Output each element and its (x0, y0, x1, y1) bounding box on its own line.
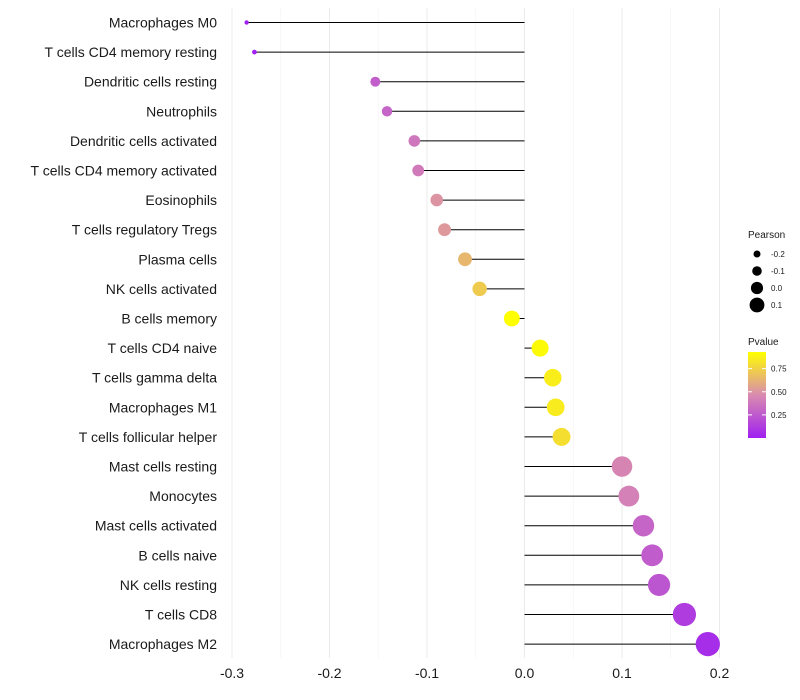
category-label-0: Macrophages M0 (109, 15, 217, 31)
dot-2 (370, 76, 381, 87)
category-label-21: Macrophages M2 (109, 636, 217, 652)
dot-0 (244, 20, 249, 25)
pvalue-legend-label-1: 0.50 (771, 388, 787, 397)
lollipop-stems (246, 22, 708, 645)
pearson-legend-dot-2 (750, 281, 764, 295)
category-label-3: Neutrophils (146, 103, 217, 119)
x-axis-tick-labels: -0.3 -0.2 -0.1 0.0 0.1 0.2 (220, 665, 730, 681)
pearson-legend-label-1: -0.1 (771, 267, 785, 276)
category-label-19: NK cells resting (120, 577, 217, 593)
pearson-legend-label-3: 0.1 (771, 301, 783, 310)
category-label-9: NK cells activated (106, 281, 217, 297)
pearson-legend-dot-1 (752, 266, 762, 276)
pvalue-legend-label-2: 0.75 (771, 365, 787, 374)
category-label-6: Eosinophils (145, 192, 217, 208)
dot-4 (408, 135, 421, 147)
pvalue-colorbar (748, 352, 766, 438)
dot-20 (672, 602, 697, 627)
dot-11 (531, 339, 549, 357)
category-label-10: B cells memory (121, 311, 217, 327)
dot-8 (458, 252, 472, 267)
category-label-1: T cells CD4 memory resting (45, 44, 217, 60)
category-label-20: T cells CD8 (145, 607, 217, 623)
dot-21 (695, 631, 720, 657)
dot-12 (543, 368, 562, 387)
dot-16 (618, 485, 640, 507)
dot-15 (611, 456, 633, 477)
x-tick-label-0: -0.3 (220, 665, 244, 681)
grid-lines (231, 8, 720, 658)
x-tick-label-3: 0.0 (515, 665, 535, 681)
dot-10 (503, 310, 520, 327)
lollipop-dots (244, 20, 720, 657)
category-label-15: Mast cells resting (109, 459, 217, 475)
dot-9 (472, 281, 487, 297)
category-label-8: Plasma cells (138, 251, 217, 267)
pearson-legend-dot-3 (749, 297, 765, 313)
dot-1 (252, 49, 257, 55)
dot-3 (381, 106, 393, 117)
category-label-5: T cells CD4 memory activated (31, 163, 217, 179)
category-label-4: Dendritic cells activated (70, 133, 217, 149)
pearson-legend-title: Pearson (748, 230, 785, 241)
pvalue-color-legend: Pvalue 0.25 0.50 0.75 (748, 337, 787, 438)
pearson-legend-label-2: 0.0 (771, 284, 783, 293)
category-label-2: Dendritic cells resting (84, 74, 217, 90)
category-label-11: T cells CD4 naive (108, 340, 218, 356)
x-tick-label-4: 0.1 (612, 665, 632, 681)
category-label-17: Mast cells activated (95, 518, 217, 534)
y-axis-labels: Macrophages M0 T cells CD4 memory resting… (31, 15, 218, 653)
dot-18 (641, 544, 664, 567)
dot-6 (430, 193, 444, 207)
pearson-legend-dot-0 (753, 250, 761, 258)
category-label-14: T cells follicular helper (79, 429, 218, 445)
dot-13 (546, 398, 565, 417)
pvalue-legend-title: Pvalue (748, 337, 779, 348)
category-label-18: B cells naive (138, 547, 217, 563)
pvalue-legend-label-0: 0.25 (771, 411, 787, 420)
dot-14 (552, 427, 571, 446)
pearson-legend-label-0: -0.2 (771, 250, 785, 259)
dot-17 (632, 514, 655, 537)
category-label-13: Macrophages M1 (109, 399, 217, 415)
x-tick-label-5: 0.2 (710, 665, 730, 681)
x-tick-label-1: -0.2 (317, 665, 341, 681)
pearson-size-legend: Pearson -0.2 -0.1 0.0 0.1 (748, 230, 785, 313)
category-label-16: Monocytes (149, 488, 217, 504)
dot-5 (412, 164, 425, 177)
category-label-12: T cells gamma delta (92, 370, 217, 386)
category-label-7: T cells regulatory Tregs (72, 222, 217, 238)
dot-7 (438, 223, 452, 237)
dot-19 (647, 573, 671, 596)
x-tick-label-2: -0.1 (415, 665, 439, 681)
